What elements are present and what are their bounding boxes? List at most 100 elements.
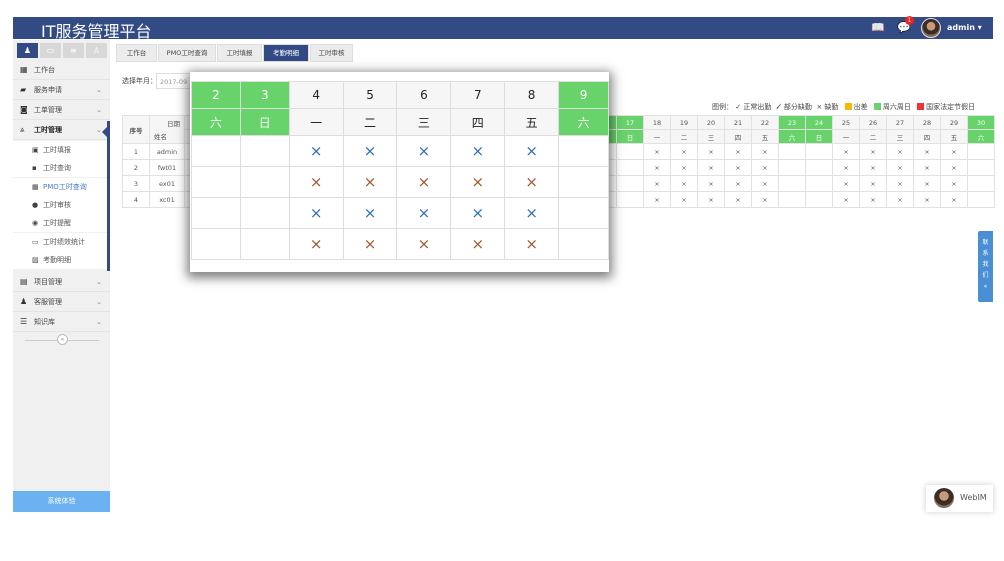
attendance-cell[interactable]: × bbox=[832, 159, 860, 176]
attendance-cell[interactable]: × bbox=[832, 143, 860, 160]
attendance-cell[interactable] bbox=[805, 143, 833, 160]
popup-cell bbox=[191, 197, 241, 229]
attendance-cell[interactable]: × bbox=[643, 175, 671, 192]
attendance-cell[interactable]: × bbox=[670, 159, 698, 176]
attendance-cell[interactable]: × bbox=[886, 191, 914, 208]
attendance-cell[interactable]: × bbox=[913, 143, 941, 160]
sidebar-item[interactable]: ▦ 工作台 bbox=[13, 60, 110, 80]
attendance-cell[interactable] bbox=[805, 175, 833, 192]
attendance-cell[interactable]: × bbox=[913, 191, 941, 208]
attendance-cell[interactable]: × bbox=[832, 191, 860, 208]
chevron-down-icon: ⌄ bbox=[96, 86, 102, 94]
attendance-cell[interactable]: × bbox=[643, 191, 671, 208]
attendance-cell[interactable]: × bbox=[724, 159, 752, 176]
attendance-cell[interactable] bbox=[967, 175, 995, 192]
tab[interactable]: PMO工时查询 bbox=[158, 44, 216, 62]
attendance-cell[interactable] bbox=[616, 159, 644, 176]
attendance-cell[interactable]: × bbox=[940, 143, 968, 160]
contact-us-tab[interactable]: 联系我们 « bbox=[978, 231, 993, 302]
grid-icon: ▪ bbox=[32, 164, 37, 173]
sidebar-subitem[interactable]: ▪ 工时查询 bbox=[13, 159, 110, 178]
popup-cell: × bbox=[342, 135, 398, 167]
sidebar-subitem[interactable]: ◉ 工时提醒 bbox=[13, 214, 110, 233]
attendance-cell[interactable]: × bbox=[697, 143, 725, 160]
row-name: fwt01 bbox=[149, 159, 185, 176]
attendance-cell[interactable] bbox=[778, 159, 806, 176]
monitor-icon[interactable]: ▭ bbox=[40, 43, 61, 58]
attendance-cell[interactable]: × bbox=[886, 175, 914, 192]
attendance-cell[interactable]: × bbox=[859, 175, 887, 192]
attendance-cell[interactable]: × bbox=[751, 175, 779, 192]
attendance-cell[interactable]: × bbox=[724, 175, 752, 192]
sidebar-item[interactable]: ◙ 工单管理 ⌄ bbox=[13, 100, 110, 120]
sidebar-item[interactable]: ☰ 知识库 ⌄ bbox=[13, 312, 110, 332]
attendance-cell[interactable]: × bbox=[670, 175, 698, 192]
attendance-cell[interactable]: × bbox=[886, 159, 914, 176]
attendance-cell[interactable]: × bbox=[643, 159, 671, 176]
popup-cell: × bbox=[396, 166, 452, 198]
user-menu[interactable]: admin ▾ bbox=[947, 23, 982, 32]
book-icon[interactable]: 📖 bbox=[871, 21, 885, 34]
attendance-cell[interactable]: × bbox=[913, 159, 941, 176]
attendance-cell[interactable] bbox=[616, 191, 644, 208]
attendance-cell[interactable]: × bbox=[940, 175, 968, 192]
sidebar-item[interactable]: ♟ 客服管理 ⌄ bbox=[13, 292, 110, 312]
attendance-cell[interactable]: × bbox=[940, 159, 968, 176]
attendance-cell[interactable]: × bbox=[697, 191, 725, 208]
attendance-cell[interactable] bbox=[967, 143, 995, 160]
attendance-cell[interactable] bbox=[805, 191, 833, 208]
sidebar-subitem[interactable]: ▦ PMO工时查询 bbox=[13, 177, 110, 196]
person-icon[interactable]: ♙ bbox=[86, 43, 107, 58]
attendance-cell[interactable]: × bbox=[670, 191, 698, 208]
system-trial-button[interactable]: 系统体验 bbox=[13, 491, 110, 512]
attendance-cell[interactable]: × bbox=[913, 175, 941, 192]
attendance-cell[interactable] bbox=[778, 175, 806, 192]
attendance-cell[interactable] bbox=[616, 143, 644, 160]
attendance-cell[interactable]: × bbox=[751, 143, 779, 160]
sidebar-subitem[interactable]: ● 工时审核 bbox=[13, 195, 110, 214]
popup-weekday-header: 三 bbox=[396, 108, 452, 136]
user-icon[interactable]: ♟ bbox=[17, 43, 38, 58]
list-icon[interactable]: ≡ bbox=[63, 43, 84, 58]
year-month-input[interactable]: 2017-09 bbox=[156, 73, 192, 89]
popup-cell: × bbox=[450, 228, 506, 260]
popup-weekday-header: 日 bbox=[239, 108, 290, 136]
attendance-cell[interactable]: × bbox=[643, 143, 671, 160]
sidebar-subitem[interactable]: ▭ 工时绩效统计 bbox=[13, 232, 110, 251]
attendance-cell[interactable]: × bbox=[886, 143, 914, 160]
attendance-cell[interactable] bbox=[967, 159, 995, 176]
attendance-cell[interactable]: × bbox=[751, 191, 779, 208]
sidebar-subitem-label: PMO工时查询 bbox=[43, 182, 87, 191]
sidebar-item[interactable]: ▰ 服务申请 ⌄ bbox=[13, 80, 110, 100]
day-header: 26 bbox=[859, 115, 887, 130]
attendance-cell[interactable] bbox=[805, 159, 833, 176]
tab[interactable]: 考勤明细 bbox=[263, 44, 309, 62]
attendance-cell[interactable]: × bbox=[859, 143, 887, 160]
attendance-cell[interactable]: × bbox=[697, 175, 725, 192]
attendance-cell[interactable]: × bbox=[859, 159, 887, 176]
webim-button[interactable]: WebIM bbox=[926, 485, 993, 512]
tab[interactable]: 工时审核 bbox=[310, 44, 353, 62]
popup-cell bbox=[239, 228, 290, 260]
avatar[interactable] bbox=[921, 18, 941, 38]
attendance-cell[interactable]: × bbox=[940, 191, 968, 208]
sidebar-item[interactable]: ▤ 项目管理 ⌄ bbox=[13, 272, 110, 292]
collapse-sidebar-button[interactable]: « bbox=[57, 334, 68, 345]
attendance-cell[interactable]: × bbox=[832, 175, 860, 192]
attendance-cell[interactable] bbox=[778, 191, 806, 208]
attendance-cell[interactable]: × bbox=[859, 191, 887, 208]
sidebar-subitem[interactable]: ▣ 工时填报 bbox=[13, 141, 110, 159]
attendance-cell[interactable] bbox=[778, 143, 806, 160]
attendance-cell[interactable]: × bbox=[670, 143, 698, 160]
sidebar-subitem[interactable]: ▨ 考勤明细 bbox=[13, 250, 110, 269]
attendance-cell[interactable]: × bbox=[751, 159, 779, 176]
attendance-cell[interactable]: × bbox=[724, 191, 752, 208]
tab[interactable]: 工作台 bbox=[116, 44, 157, 62]
tab[interactable]: 工时填报 bbox=[217, 44, 262, 62]
weekday-header: 六 bbox=[778, 129, 806, 144]
attendance-cell[interactable] bbox=[616, 175, 644, 192]
attendance-cell[interactable] bbox=[967, 191, 995, 208]
attendance-cell[interactable]: × bbox=[724, 143, 752, 160]
attendance-cell[interactable]: × bbox=[697, 159, 725, 176]
sidebar-item[interactable]: ⩓ 工时管理 ⌄ bbox=[13, 120, 110, 140]
